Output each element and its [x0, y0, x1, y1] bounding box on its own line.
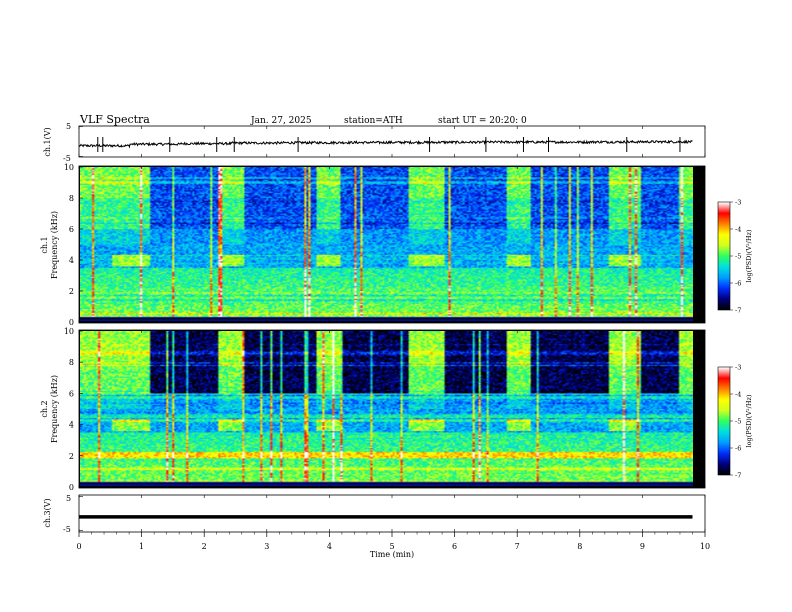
ch1-frame — [78, 125, 706, 158]
start-time-label: start UT = 20:20: 0 — [438, 116, 527, 126]
spec-ytick-label: 10 — [64, 327, 74, 336]
x-tick-10: 10 — [700, 542, 710, 551]
ch2-spectrogram-image — [80, 331, 693, 487]
spec-ytick-label: 4 — [69, 421, 74, 430]
ch1-ytick-bottom: -5 — [63, 154, 71, 163]
x-tick-2: 2 — [202, 542, 207, 551]
colorbar-tick-label: -7 — [735, 472, 741, 480]
x-tick-9: 9 — [640, 542, 645, 551]
ch1-colorbar-ticks: -3 -4 -5 -6 -7 — [730, 199, 741, 315]
ch1-ylabel: ch.1(V) — [43, 127, 52, 156]
ch1-trace — [78, 139, 693, 149]
spec-ytick-label: 2 — [69, 452, 74, 461]
spec-ytick-label: 10 — [64, 163, 74, 172]
ch1-ytick-top: 5 — [66, 122, 71, 131]
ch3-ytick-bottom: -5 — [63, 525, 71, 534]
x-tick-1: 1 — [139, 542, 144, 551]
ch1-colorbar — [718, 202, 730, 310]
x-axis-label: Time (min) — [370, 550, 414, 559]
date-label: Jan. 27, 2025 — [250, 116, 312, 126]
colorbar-tick-label: -5 — [735, 253, 741, 261]
ch2-channel-label: ch.2 — [40, 400, 49, 417]
ch3-ytick-top: 5 — [66, 494, 71, 503]
ch2-spectrogram-yticks: 0 2 4 6 8 10 — [64, 327, 83, 492]
colorbar-tick-label: -4 — [735, 391, 741, 399]
colorbar-tick-label: -7 — [735, 307, 741, 315]
ch1-colorbar-label: log(PSD)(V²/Hz) — [745, 229, 753, 282]
ch1-channel-label: ch.1 — [40, 236, 49, 253]
ch1-y-ticks — [79, 126, 83, 157]
colorbar-tick-label: -6 — [735, 280, 741, 288]
x-tick-3: 3 — [264, 542, 269, 551]
ch2-colorbar-label: log(PSD)(V²/Hz) — [745, 394, 753, 447]
spec-ytick-label: 8 — [69, 194, 74, 203]
ch2-colorbar — [718, 367, 730, 475]
ch1-waveform-panel: 5 -5 ch.1(V) — [43, 122, 706, 163]
ch1-spectrogram-yticks: 0 2 4 6 8 10 — [64, 163, 83, 327]
colorbar-tick-label: -5 — [735, 418, 741, 426]
x-tick-7: 7 — [515, 542, 520, 551]
x-tick-4: 4 — [327, 542, 332, 551]
ch2-freq-label: Frequency (kHz) — [50, 375, 59, 443]
spec-ytick-label: 2 — [69, 287, 74, 296]
spec-ytick-label: 0 — [69, 483, 74, 492]
ch1-spectrogram-image — [80, 167, 693, 322]
colorbar-tick-label: -4 — [735, 226, 741, 234]
x-axis: 0 1 2 3 4 5 6 7 8 9 10 Time (min) — [76, 126, 710, 559]
ch1-freq-label: Frequency (kHz) — [50, 211, 59, 279]
spec-ytick-label: 6 — [69, 389, 74, 398]
spec-ytick-label: 4 — [69, 256, 74, 265]
figure-title: VLF Spectra — [79, 113, 150, 126]
colorbar-tick-label: -6 — [735, 445, 741, 453]
x-axis-ticks — [78, 126, 706, 537]
colorbar-tick-label: -3 — [735, 364, 741, 372]
ch3-frame — [78, 494, 706, 533]
x-tick-0: 0 — [76, 542, 81, 551]
x-tick-5: 5 — [389, 542, 394, 551]
colorbar-tick-label: -3 — [735, 199, 741, 207]
station-label: station=ATH — [344, 116, 403, 126]
x-tick-6: 6 — [452, 542, 457, 551]
ch2-colorbar-ticks: -3 -4 -5 -6 -7 — [730, 364, 741, 480]
ch3-ylabel: ch.3(V) — [43, 498, 52, 527]
ch3-y-ticks — [79, 496, 83, 531]
ch3-waveform-panel: 5 -5 ch.3(V) — [43, 494, 706, 534]
spec-ytick-label: 6 — [69, 225, 74, 234]
x-tick-8: 8 — [577, 542, 582, 551]
spec-ytick-label: 0 — [69, 318, 74, 327]
ch1-spikes — [97, 137, 681, 152]
spec-ytick-label: 8 — [69, 358, 74, 367]
